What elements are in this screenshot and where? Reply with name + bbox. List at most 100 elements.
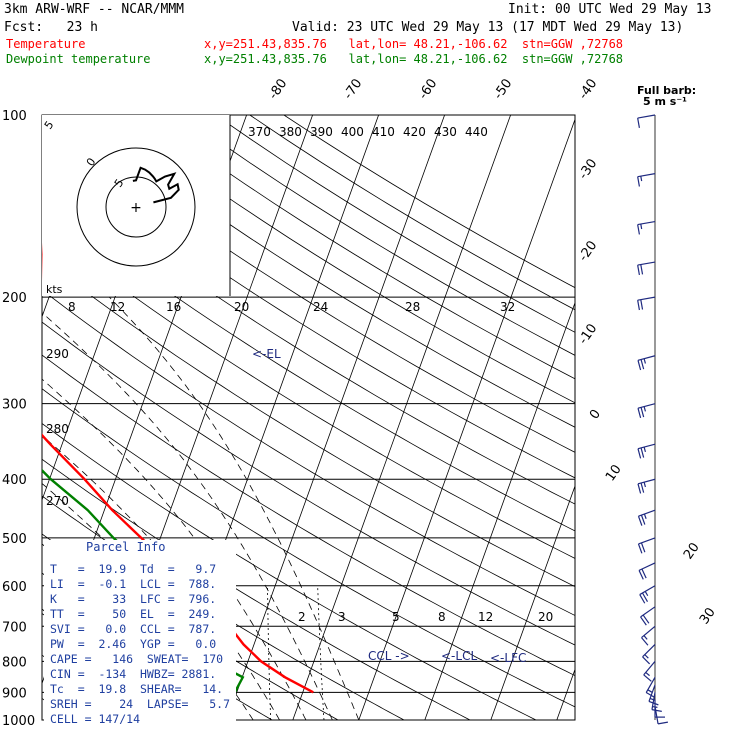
wind-barb	[637, 296, 656, 301]
wind-barb-flag	[637, 483, 642, 494]
wind-barb-flag	[657, 721, 669, 725]
wind-barb	[637, 220, 656, 226]
theta-tick-label: 280	[46, 422, 69, 436]
wind-barb-flag	[651, 709, 662, 712]
parcel-info-row: CIN = -134 HWBZ= 2881.	[50, 667, 217, 681]
mixing-ratio-tick-label: 3	[338, 610, 346, 624]
dry-adiabat-line	[42, 168, 575, 505]
theta-tick-label: 410	[372, 125, 395, 139]
pressure-label: 500	[2, 532, 27, 547]
dry-adiabat-line	[42, 140, 575, 479]
temperature-tick-label: -10	[576, 321, 600, 347]
wind-barb-flag	[640, 514, 646, 525]
wind-barb-flag	[648, 700, 659, 706]
parcel-info-row: T = 19.9 Td = 9.7	[50, 562, 217, 576]
wind-barb-flag	[640, 542, 646, 553]
wind-barb-flag	[637, 408, 642, 419]
wind-barb-flag	[642, 656, 651, 665]
valid-time: Valid: 23 UTC Wed 29 May 13 (17 MDT Wed …	[292, 20, 684, 35]
pressure-label: 300	[2, 398, 27, 413]
isotherm-line	[358, 118, 575, 720]
theta-tick-label: 290	[46, 347, 69, 361]
dry-adiabat-line	[42, 258, 575, 588]
wind-barb-flag	[640, 482, 645, 493]
mixing-ratio-tick-label: 24	[313, 300, 328, 314]
wind-barb-flag	[645, 671, 650, 677]
temperature-tick-label: -60	[416, 76, 440, 102]
wind-barb-flag	[652, 705, 658, 708]
wind-barb-flag	[641, 637, 649, 646]
dry-adiabat-line	[0, 115, 27, 733]
temperature-label: Temperature	[6, 37, 86, 51]
wind-barb	[637, 478, 656, 485]
wind-barb-flag	[637, 264, 640, 276]
lfc-annotation: <-LFC	[490, 651, 526, 665]
mixing-ratio-tick-label: 5	[392, 610, 400, 624]
dry-adiabat-line	[42, 321, 575, 646]
parcel-info-row: CAPE = 146 SWEAT= 170	[50, 652, 224, 666]
isotherm-line	[424, 301, 575, 720]
pressure-label: 800	[2, 655, 27, 670]
theta-tick-label: 390	[310, 125, 333, 139]
wind-barb-flag	[647, 689, 653, 693]
mixing-ratio-tick-label: 8	[68, 300, 76, 314]
temperature-tick-label: -70	[341, 76, 365, 102]
theta-tick-label: 270	[46, 494, 69, 508]
moist-adiabat-line	[42, 378, 307, 720]
wind-barb-flag	[643, 635, 648, 640]
wind-barb-flag	[644, 654, 649, 659]
wind-barb	[639, 585, 656, 596]
wind-barb	[637, 403, 656, 409]
temperature-tick-label: 20	[681, 540, 703, 562]
wind-barb-flag	[640, 407, 645, 418]
init-time: Init: 00 UTC Wed 29 May 13	[508, 2, 712, 17]
full-barb-value: 5 m s⁻¹	[643, 95, 687, 108]
wind-barb-flag	[639, 594, 646, 604]
wind-barb	[648, 684, 656, 702]
mixing-ratio-tick-label: 12	[110, 300, 125, 314]
theta-tick-label: 440	[465, 125, 488, 139]
dry-adiabat-line	[42, 289, 575, 616]
parcel-info-title: Parcel Info	[86, 540, 166, 554]
pressure-label: 700	[2, 620, 27, 635]
wind-barb-flag	[640, 359, 645, 370]
wind-barb	[638, 562, 656, 571]
temperature-tick-label: -40	[576, 76, 600, 102]
dry-adiabat-line	[42, 422, 537, 720]
wind-barb-flag	[640, 223, 643, 230]
model-title: 3km ARW-WRF -- NCAR/MMM	[4, 2, 185, 17]
pressure-label: 200	[2, 291, 27, 306]
wind-barb	[637, 114, 656, 119]
wind-barb	[637, 443, 656, 450]
theta-tick-label: 420	[403, 125, 426, 139]
parcel-info-row: SVI = 0.0 CCL = 787.	[50, 622, 217, 636]
dewpoint-label: Dewpoint temperature	[6, 52, 151, 66]
temperature-tick-label: 10	[603, 462, 625, 484]
mixing-ratio-tick-label: 12	[478, 610, 493, 624]
dry-adiabat-line	[283, 115, 575, 289]
parcel-info-box: Parcel Info T = 19.9 Td = 9.7 LI = -0.1 …	[44, 540, 236, 728]
wind-barb-flag	[640, 616, 647, 626]
hodograph-units: kts	[46, 283, 63, 296]
wind-barb-flag	[637, 360, 642, 371]
isotherm-line	[226, 115, 445, 720]
temperature-station-info: x,y=251.43,835.76 lat,lon= 48.21,-106.62…	[204, 37, 624, 51]
hodograph-speed-ring	[105, 176, 167, 238]
mixing-ratio-tick-label: 8	[438, 610, 446, 624]
isotherm-line	[490, 484, 575, 720]
forecast-hour: Fcst: 23 h	[4, 20, 98, 35]
dry-adiabat-line	[42, 197, 575, 532]
dry-adiabat-line	[78, 115, 575, 428]
wind-barb	[641, 625, 656, 639]
mixing-ratio-line	[317, 585, 325, 720]
parcel-info-row: SREH = 24 LAPSE= 5.7	[50, 697, 231, 711]
wind-barb-flag	[649, 697, 655, 701]
mixing-ratio-tick-label: 20	[234, 300, 249, 314]
theta-tick-label: 370	[248, 125, 271, 139]
pressure-label: 400	[2, 473, 27, 488]
mixing-ratio-line	[267, 585, 271, 720]
wind-barb-flag	[643, 358, 646, 364]
mixing-ratio-tick-label: 2	[298, 610, 306, 624]
wind-barb-flag	[643, 513, 647, 519]
ccl-annotation: CCL ->	[368, 649, 410, 663]
